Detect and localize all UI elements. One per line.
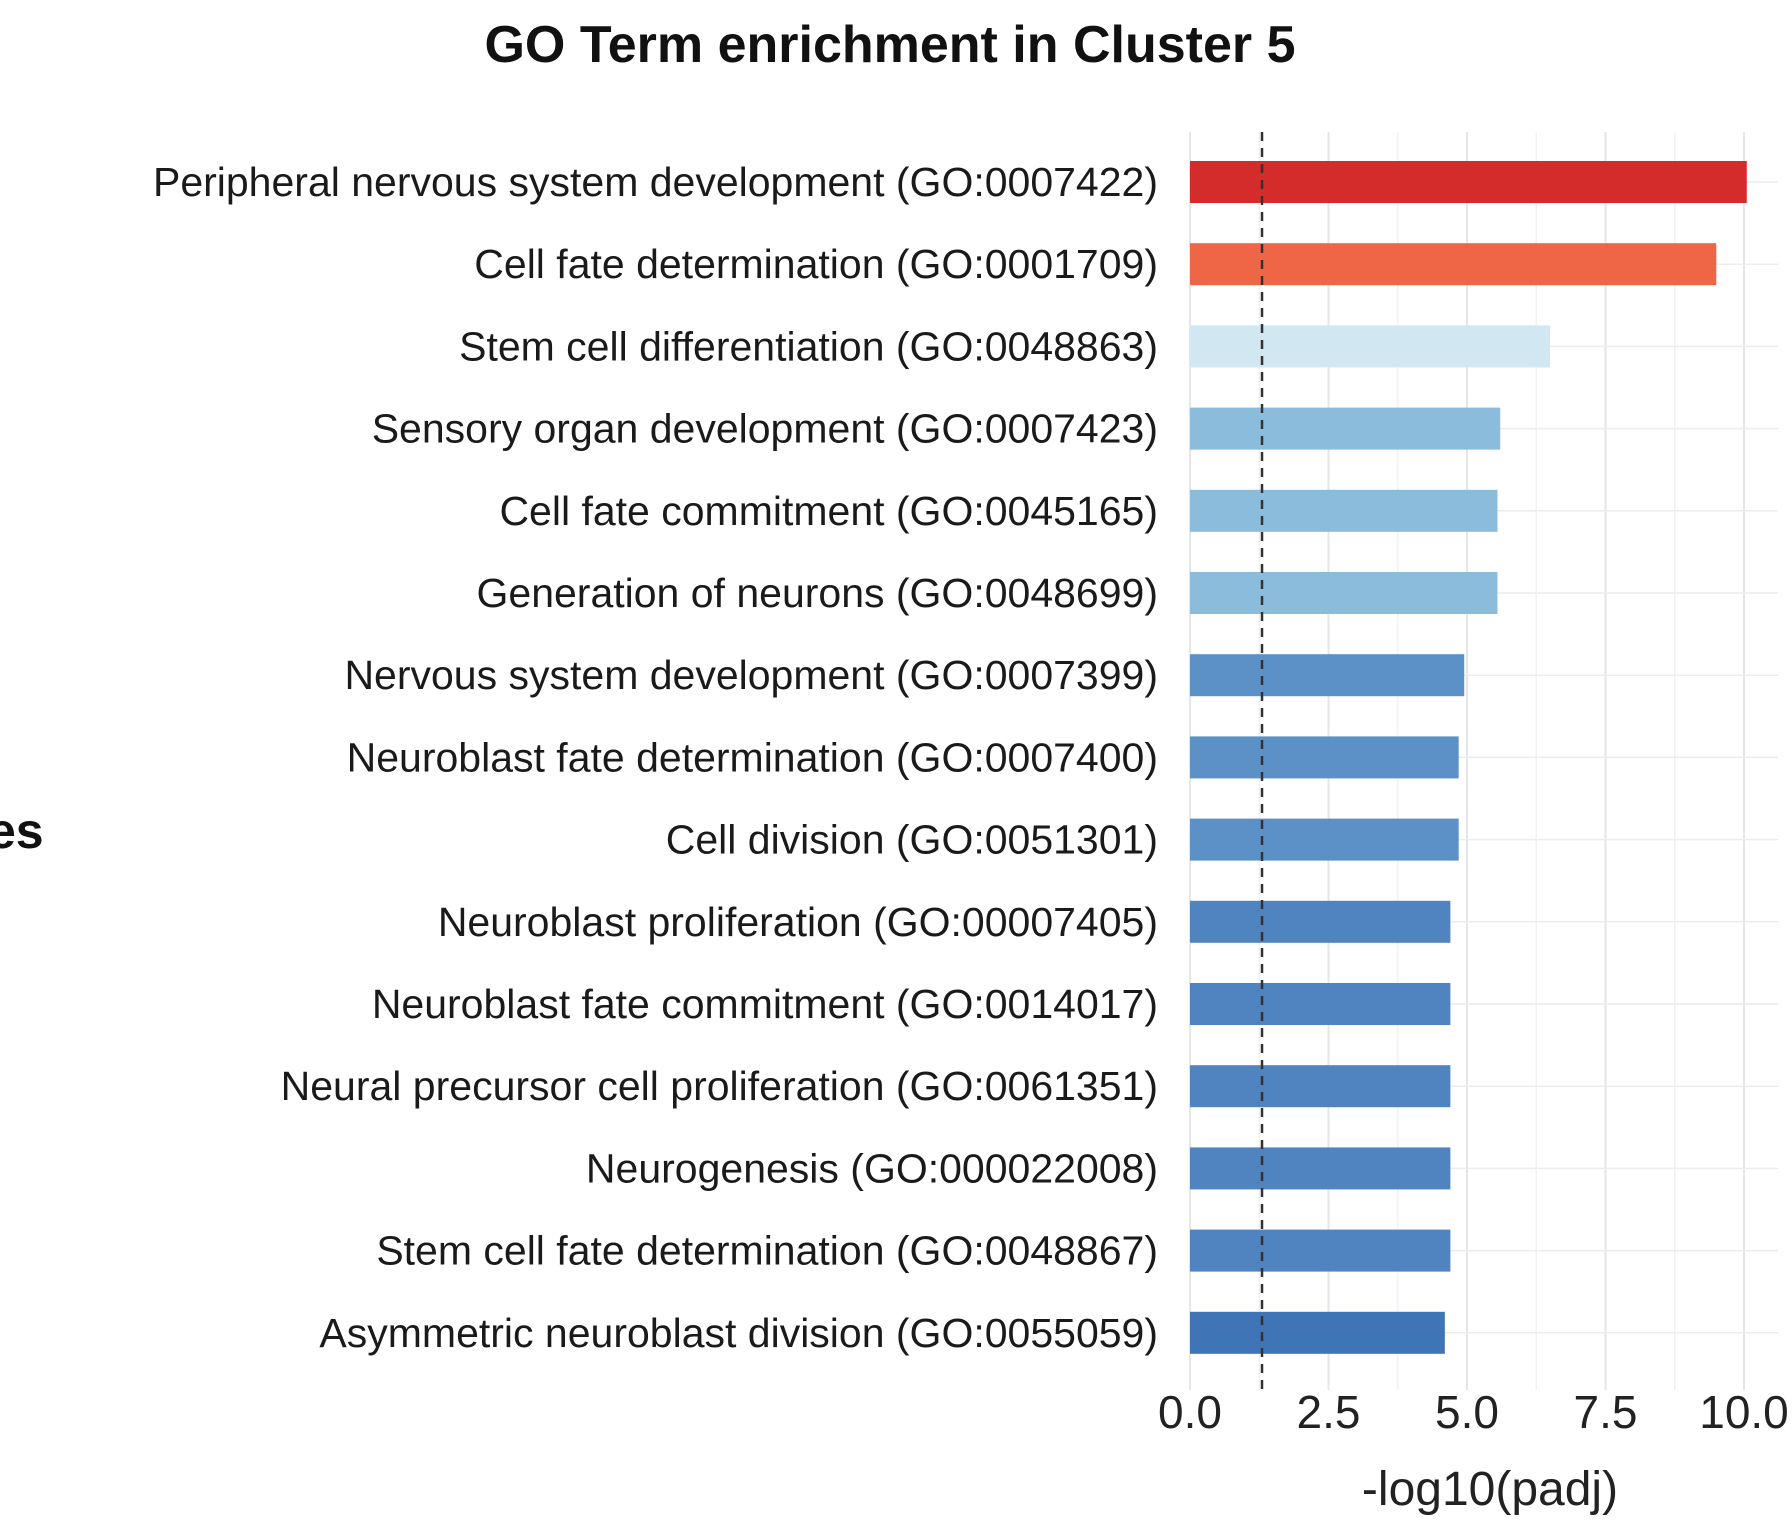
category-label-10: Neuroblast fate commitment (GO:0014017) bbox=[372, 981, 1158, 1027]
bar-6 bbox=[1190, 654, 1465, 697]
bar-12 bbox=[1190, 1147, 1451, 1190]
bars bbox=[1190, 161, 1747, 1354]
x-axis-ticks: 0.0 2.5 5.0 7.5 10.0 bbox=[1158, 1386, 1789, 1438]
category-label-3: Sensory organ development (GO:0007423) bbox=[372, 406, 1158, 452]
x-axis-title: -log10(padj) bbox=[1362, 1463, 1618, 1516]
category-label-14: Asymmetric neuroblast division (GO:00550… bbox=[319, 1310, 1158, 1356]
category-label-12: Neurogenesis (GO:000022008) bbox=[586, 1145, 1158, 1191]
category-label-8: Cell division (GO:0051301) bbox=[666, 817, 1158, 863]
category-label-13: Stem cell fate determination (GO:0048867… bbox=[376, 1228, 1158, 1274]
category-label-0: Peripheral nervous system development (G… bbox=[153, 159, 1158, 205]
bar-5 bbox=[1190, 572, 1498, 614]
category-label-11: Neural precursor cell proliferation (GO:… bbox=[281, 1063, 1158, 1109]
x-tick-label-2: 5.0 bbox=[1435, 1386, 1499, 1438]
bar-1 bbox=[1190, 243, 1717, 286]
bar-13 bbox=[1190, 1229, 1451, 1272]
bar-7 bbox=[1190, 736, 1459, 779]
category-labels: Peripheral nervous system development (G… bbox=[153, 159, 1158, 1356]
category-label-9: Neuroblast proliferation (GO:00007405) bbox=[438, 899, 1158, 945]
category-label-5: Generation of neurons (GO:0048699) bbox=[477, 570, 1159, 616]
bar-0 bbox=[1190, 161, 1747, 203]
x-tick-label-0: 0.0 bbox=[1158, 1386, 1222, 1438]
clipped-edge-text: es bbox=[0, 803, 44, 859]
bar-9 bbox=[1190, 900, 1451, 943]
chart-title: GO Term enrichment in Cluster 5 bbox=[484, 16, 1295, 74]
category-label-1: Cell fate determination (GO:0001709) bbox=[474, 241, 1158, 287]
bar-4 bbox=[1190, 489, 1498, 532]
x-tick-label-4: 10.0 bbox=[1699, 1386, 1789, 1438]
category-label-7: Neuroblast fate determination (GO:000740… bbox=[347, 734, 1158, 780]
x-tick-label-1: 2.5 bbox=[1297, 1386, 1361, 1438]
bar-14 bbox=[1190, 1311, 1445, 1354]
category-label-2: Stem cell differentiation (GO:0048863) bbox=[459, 323, 1158, 369]
x-tick-label-3: 7.5 bbox=[1574, 1386, 1638, 1438]
category-label-6: Nervous system development (GO:0007399) bbox=[344, 652, 1158, 698]
bar-10 bbox=[1190, 983, 1451, 1025]
bar-8 bbox=[1190, 818, 1459, 861]
bar-3 bbox=[1190, 407, 1501, 450]
bar-11 bbox=[1190, 1065, 1451, 1108]
category-label-4: Cell fate commitment (GO:0045165) bbox=[499, 488, 1158, 534]
bar-2 bbox=[1190, 325, 1551, 368]
